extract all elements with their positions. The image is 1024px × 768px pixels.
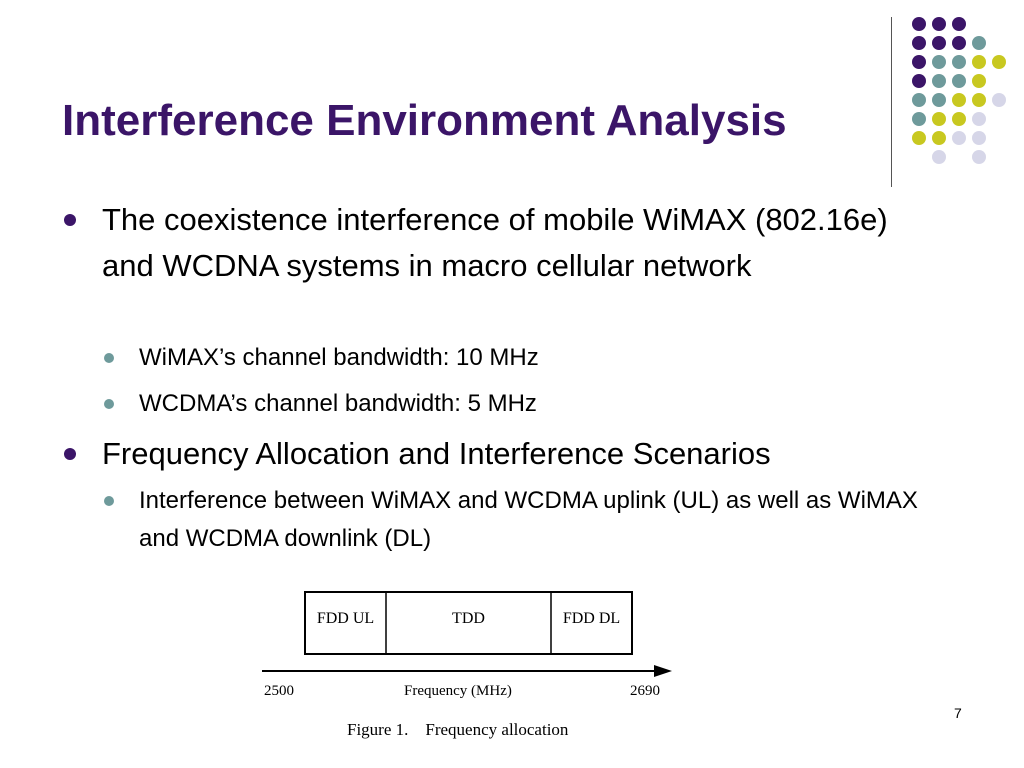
sub-bullet-text: Interference between WiMAX and WCDMA upl… <box>139 487 918 552</box>
sub-bullet-text: WCDMA’s channel bandwidth: 5 MHz <box>139 390 537 417</box>
segment-label-fdd-ul: FDD UL <box>316 610 375 627</box>
decor-dot <box>972 93 986 107</box>
decor-dot <box>972 55 986 69</box>
decor-dot <box>912 17 926 31</box>
decor-dot <box>952 131 966 145</box>
decor-dot <box>992 55 1006 69</box>
segment-label-tdd: TDD <box>452 610 485 627</box>
decor-dot <box>932 55 946 69</box>
decor-dot <box>992 93 1006 107</box>
axis-start-label: 2500 <box>264 683 294 699</box>
figure-caption: Figure 1. Frequency allocation <box>347 720 568 740</box>
decor-dot <box>912 55 926 69</box>
bullet-text: Frequency Allocation and Interference Sc… <box>102 436 771 471</box>
decor-dot <box>912 93 926 107</box>
decor-dot <box>932 74 946 88</box>
slide-title: Interference Environment Analysis <box>62 96 787 145</box>
segment-label-fdd-dl: FDD DL <box>562 610 621 627</box>
decor-dot <box>972 36 986 50</box>
decor-dot <box>912 36 926 50</box>
sub-bullet-text: WiMAX’s channel bandwidth: 10 MHz <box>139 344 539 371</box>
page-number: 7 <box>954 705 962 721</box>
caption-text: Frequency allocation <box>425 720 569 739</box>
decor-dot <box>932 36 946 50</box>
sub-bullet-dot-icon <box>104 353 114 363</box>
decor-dot <box>972 150 986 164</box>
decor-dot <box>932 150 946 164</box>
decor-dot <box>932 17 946 31</box>
decor-dot <box>972 74 986 88</box>
decor-dot <box>952 74 966 88</box>
frequency-allocation-diagram <box>262 591 672 677</box>
decor-dot <box>912 74 926 88</box>
bullet-text: The coexistence interference of mobile W… <box>102 202 888 283</box>
decor-dot <box>912 131 926 145</box>
decor-dot <box>952 36 966 50</box>
decor-dot <box>932 112 946 126</box>
axis-end-label: 2690 <box>630 683 660 699</box>
decor-dot <box>952 93 966 107</box>
axis-title: Frequency (MHz) <box>404 683 512 699</box>
sub-bullet-dot-icon <box>104 399 114 409</box>
decor-dot <box>952 55 966 69</box>
decor-dot <box>952 17 966 31</box>
title-divider <box>891 17 892 187</box>
decor-dot <box>932 131 946 145</box>
decor-dot <box>932 93 946 107</box>
decor-dot <box>972 131 986 145</box>
allocation-frame <box>304 591 633 655</box>
bullet-dot-icon <box>64 448 76 460</box>
bullet-dot-icon <box>64 214 76 226</box>
arrowhead-icon <box>654 665 672 677</box>
decor-dot <box>912 112 926 126</box>
decorative-dot-grid <box>0 0 1024 200</box>
caption-number: Figure 1. <box>347 720 409 739</box>
frequency-allocation-figure: FDD UL TDD FDD DL 2500 Frequency (MHz) 2… <box>262 588 682 748</box>
decor-dot <box>952 112 966 126</box>
decor-dot <box>972 112 986 126</box>
sub-bullet-dot-icon <box>104 496 114 506</box>
